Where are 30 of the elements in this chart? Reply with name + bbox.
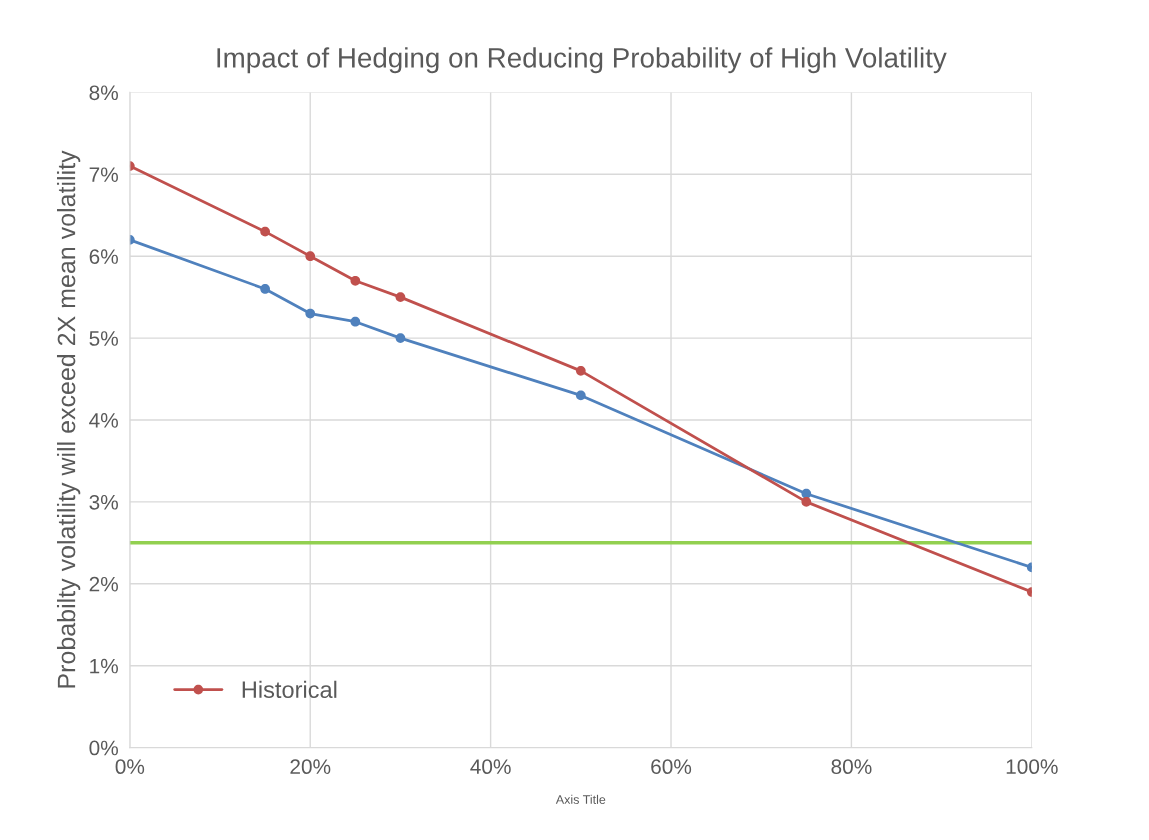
y-tick-label: 5%: [89, 331, 118, 346]
x-tick-label: 60%: [651, 759, 692, 775]
point: [260, 226, 270, 237]
y-tick-label: 7%: [89, 167, 118, 182]
x-tick-label: 0%: [115, 759, 145, 775]
point: [395, 292, 406, 303]
y-tick-label: 8%: [89, 85, 118, 101]
point: [305, 251, 316, 262]
y-axis-title: Probabilty volatility will exceed 2X mean volatility: [56, 150, 81, 688]
point: [350, 316, 361, 327]
x-tick-label: 100%: [1006, 759, 1058, 775]
chart-title: Impact of Hedging on Reducing Probability of High Volatility: [217, 47, 947, 74]
y-tick-label: 0%: [89, 740, 118, 756]
point: [395, 333, 406, 343]
x-axis-title: Axis Title: [555, 794, 606, 804]
point: [350, 275, 361, 286]
point: [260, 284, 270, 294]
x-tick-label: 80%: [831, 759, 872, 775]
y-tick-label: 2%: [89, 576, 118, 592]
x-tick-label: 40%: [470, 759, 511, 775]
y-tick-label: 1%: [90, 658, 118, 674]
legend-label: Historical: [242, 680, 337, 699]
point: [575, 366, 586, 376]
point: [575, 390, 586, 401]
y-tick-label: 4%: [89, 413, 118, 428]
x-tick-label: 20%: [290, 759, 331, 775]
point: [305, 308, 316, 319]
y-tick-label: 6%: [89, 249, 118, 264]
point: [801, 497, 812, 507]
y-tick-label: 3%: [89, 494, 118, 510]
